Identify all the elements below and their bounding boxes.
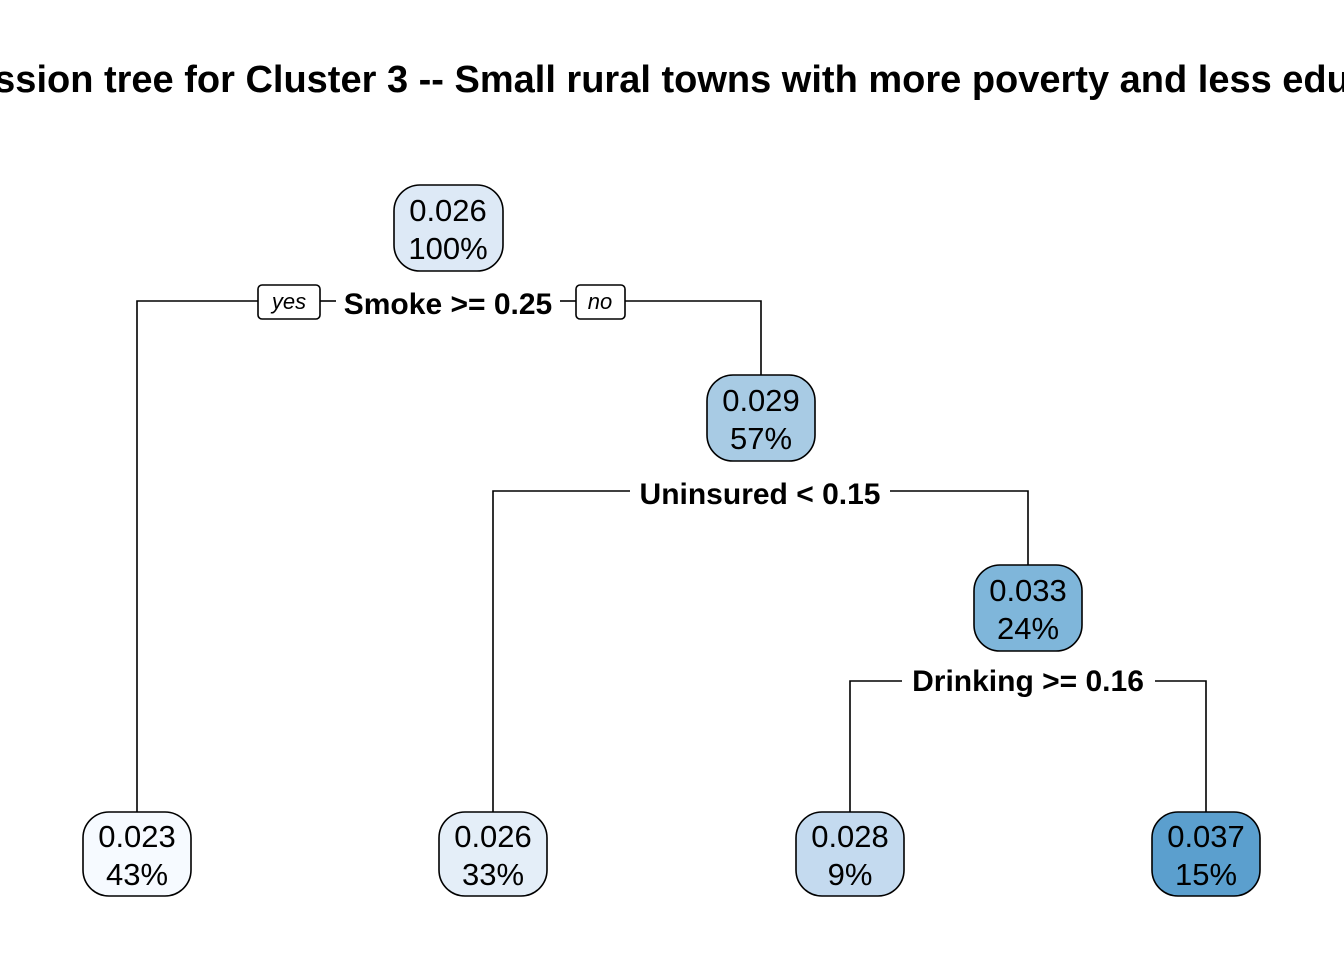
node-value: 0.033 [989,573,1067,608]
yes-tag: yes [257,284,321,320]
tree-node-n7: 0.033 24% [973,564,1083,652]
node-value: 0.028 [811,819,889,854]
tree-node-n3: 0.029 57% [706,374,816,462]
tree-leaf-2: 0.023 43% [82,811,192,897]
node-box [973,564,1083,652]
edge-n3-right [890,490,1029,568]
edge-root-left [136,300,258,816]
node-box [82,811,192,897]
node-percent: 57% [730,421,792,456]
edge-root-right [625,300,762,378]
tree-edges [136,300,1207,816]
diagram-title: ssion tree for Cluster 3 -- Small rural … [0,59,1344,101]
split-label-n7: Drinking >= 0.16 [912,665,1144,698]
tree-leaf-6: 0.026 33% [438,811,548,897]
edge-n3-left [492,490,630,816]
edge-n7-left [849,680,902,816]
split-label-n3: Uninsured < 0.15 [640,478,881,511]
node-value: 0.037 [1167,819,1245,854]
node-box [438,811,548,897]
node-box [795,811,905,897]
node-percent: 100% [408,231,487,266]
no-tag: no [575,284,626,320]
node-percent: 9% [828,857,873,892]
node-percent: 43% [106,857,168,892]
tree-leaf-14: 0.028 9% [795,811,905,897]
edge-n7-right [1155,680,1207,816]
node-percent: 33% [462,857,524,892]
node-value: 0.023 [98,819,176,854]
node-value: 0.029 [722,383,800,418]
node-box [393,184,504,272]
node-percent: 24% [997,611,1059,646]
no-tag-label: no [588,289,612,314]
tree-node-root: 0.026 100% [393,184,504,272]
node-value: 0.026 [454,819,532,854]
split-label-root: Smoke >= 0.25 [344,288,552,321]
node-value: 0.026 [409,193,487,228]
tree-leaf-15: 0.037 15% [1151,811,1261,897]
node-box [706,374,816,462]
node-box [1151,811,1261,897]
node-percent: 15% [1175,857,1237,892]
yes-tag-label: yes [270,289,306,314]
